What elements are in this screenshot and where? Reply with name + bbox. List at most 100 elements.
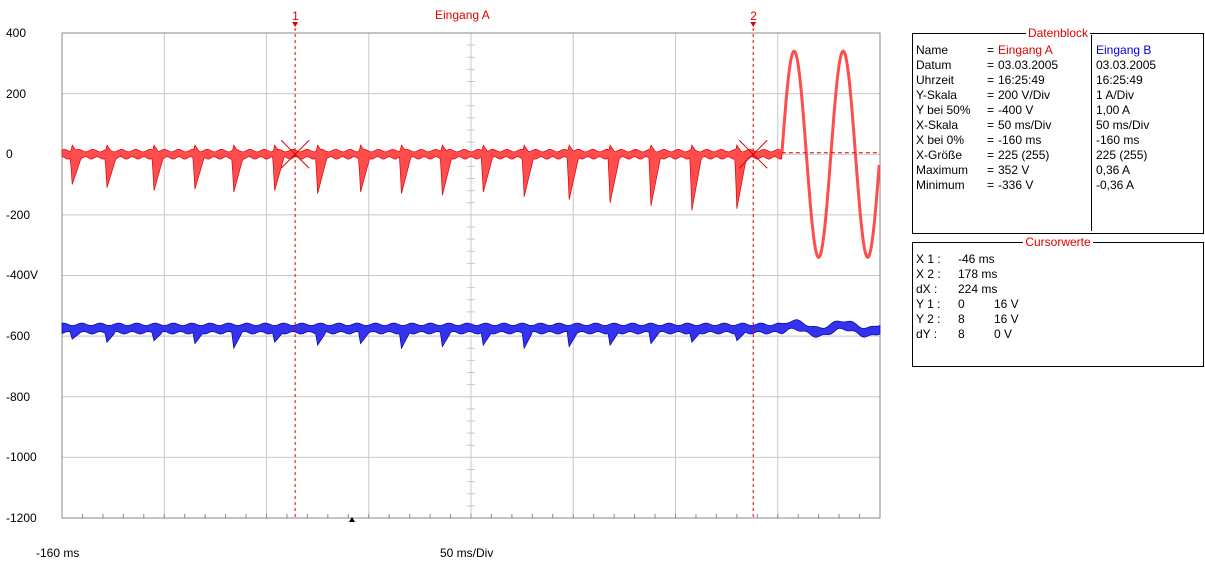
cursor-value-1: 0 — [958, 297, 965, 311]
cursor-label: X 2 : — [916, 267, 941, 281]
datenblock-equals: = — [987, 88, 995, 102]
datenblock-equals: = — [987, 58, 995, 72]
chart-title: Eingang A — [435, 8, 490, 22]
cursor-label: Y 1 : — [916, 297, 941, 311]
datenblock-row: Y bei 50% = -400 V 1,00 A — [916, 103, 1200, 118]
y-tick-label: -200 — [6, 207, 31, 222]
cursorwerte-row: X 2 : 178 ms — [916, 267, 1200, 282]
datenblock-row: X bei 0% = -160 ms -160 ms — [916, 133, 1200, 148]
cursor-1-label: 1 — [292, 9, 299, 23]
datenblock-equals: = — [987, 148, 995, 162]
datenblock-value-a: 225 (255) — [998, 148, 1050, 162]
channel-a-trace — [61, 144, 783, 211]
cursorwerte-title: Cursorwerte — [1023, 235, 1093, 249]
datenblock-equals: = — [987, 163, 995, 177]
datenblock-row: Uhrzeit = 16:25:49 16:25:49 — [916, 73, 1200, 88]
datenblock-row: Minimum = -336 V -0,36 A — [916, 178, 1200, 193]
datenblock-divider — [1091, 35, 1092, 231]
datenblock-label: Minimum — [916, 178, 965, 192]
y-tick-label: 200 — [6, 86, 27, 101]
datenblock-value-b: 16:25:49 — [1096, 73, 1143, 87]
cursorwerte-panel: Cursorwerte X 1 : -46 ms X 2 : 178 ms dX : 22… — [912, 235, 1204, 367]
y-tick-label: -800 — [6, 389, 31, 404]
cursor-value-1: 8 — [958, 312, 965, 326]
datenblock-row: Name = Eingang A Eingang B — [916, 43, 1200, 58]
cursorwerte-row: dY : 8 0 V — [916, 327, 1200, 342]
cursor-cross — [280, 139, 310, 169]
cursorwerte-row: X 1 : -46 ms — [916, 252, 1200, 267]
datenblock-label: X bei 0% — [916, 133, 965, 147]
datenblock-row: Y-Skala = 200 V/Div 1 A/Div — [916, 88, 1200, 103]
cursor-label: dX : — [916, 282, 938, 296]
datenblock-row: X-Skala = 50 ms/Div 50 ms/Div — [916, 118, 1200, 133]
cursor-2-label: 2 — [750, 9, 757, 23]
datenblock-equals: = — [987, 43, 995, 57]
datenblock-label: Name — [916, 43, 949, 57]
cursor-label: Y 2 : — [916, 312, 941, 326]
datenblock-row: Datum = 03.03.2005 03.03.2005 — [916, 58, 1200, 73]
cursor-2-marker — [750, 22, 757, 27]
cursor-cross — [738, 139, 768, 169]
cursor-value-1: 178 ms — [958, 267, 998, 281]
datenblock-equals: = — [987, 118, 995, 132]
cursor-value-2: 0 V — [994, 327, 1013, 341]
channel-b-trace — [61, 319, 881, 350]
trigger-marker — [349, 517, 355, 522]
datenblock-value-b: 1 A/Div — [1096, 88, 1135, 102]
datenblock-value-a: 352 V — [998, 163, 1030, 177]
y-tick-label: 400 — [6, 26, 27, 40]
cursor-value-2: 16 V — [994, 297, 1019, 311]
datenblock-title: Datenblock — [1025, 26, 1091, 40]
y-tick-label: -1000 — [6, 450, 37, 465]
cursor-value-1: 224 ms — [958, 282, 998, 296]
datenblock-equals: = — [987, 73, 995, 87]
cursorwerte-row: dX : 224 ms — [916, 282, 1200, 297]
datenblock-equals: = — [987, 178, 995, 192]
datenblock-value-b: -160 ms — [1096, 133, 1140, 147]
datenblock-label: Maximum — [916, 163, 969, 177]
cursor-value-1: 8 — [958, 327, 965, 341]
datenblock-value-b: 50 ms/Div — [1096, 118, 1150, 132]
datenblock-value-b: -0,36 A — [1096, 178, 1135, 192]
datenblock-row: X-Größe = 225 (255) 225 (255) — [916, 148, 1200, 163]
plot-frame — [61, 32, 881, 519]
datenblock-row: Maximum = 352 V 0,36 A — [916, 163, 1200, 178]
datenblock-value-b: 225 (255) — [1096, 148, 1148, 162]
datenblock-label: Y-Skala — [916, 88, 957, 102]
datenblock-panel: Datenblock Name = Eingang A Eingang B Datum =… — [912, 26, 1204, 234]
datenblock-value-a: -160 ms — [998, 133, 1042, 147]
y-tick-label: 0 — [6, 147, 13, 162]
datenblock-label: Datum — [916, 58, 952, 72]
datenblock-label: X-Skala — [916, 118, 959, 132]
y-tick-label: -400V — [6, 268, 39, 283]
datenblock-equals: = — [987, 103, 995, 117]
cursor-1-marker — [292, 22, 299, 27]
datenblock-value-b: 03.03.2005 — [1096, 58, 1157, 72]
datenblock-value-a: 50 ms/Div — [998, 118, 1052, 132]
datenblock-value-a: -400 V — [998, 103, 1034, 117]
datenblock-value-b: 0,36 A — [1096, 163, 1131, 177]
datenblock-value-a: 200 V/Div — [998, 88, 1051, 102]
cursorwerte-row: Y 1 : 0 16 V — [916, 297, 1200, 312]
x-axis-start-label: -160 ms — [36, 546, 80, 560]
datenblock-value-a: -336 V — [998, 178, 1034, 192]
cursor-value-2: 16 V — [994, 312, 1019, 326]
datenblock-label: Y bei 50% — [916, 103, 971, 117]
cursor-label: X 1 : — [916, 252, 941, 266]
cursorwerte-row: Y 2 : 8 16 V — [916, 312, 1200, 327]
datenblock-label: Uhrzeit — [916, 73, 955, 87]
y-tick-label: -1200 — [6, 510, 37, 525]
cursor-value-1: -46 ms — [958, 252, 995, 266]
datenblock-value-a: Eingang A — [998, 43, 1053, 57]
x-axis-scale-label: 50 ms/Div — [440, 546, 494, 560]
datenblock-equals: = — [987, 133, 995, 147]
datenblock-value-a: 03.03.2005 — [998, 58, 1059, 72]
cursor-label: dY : — [916, 327, 938, 341]
datenblock-value-a: 16:25:49 — [998, 73, 1045, 87]
datenblock-value-b: 1,00 A — [1096, 103, 1131, 117]
datenblock-label: X-Größe — [916, 148, 963, 162]
channel-a-sine — [780, 49, 881, 260]
y-tick-label: -600 — [6, 329, 31, 343]
